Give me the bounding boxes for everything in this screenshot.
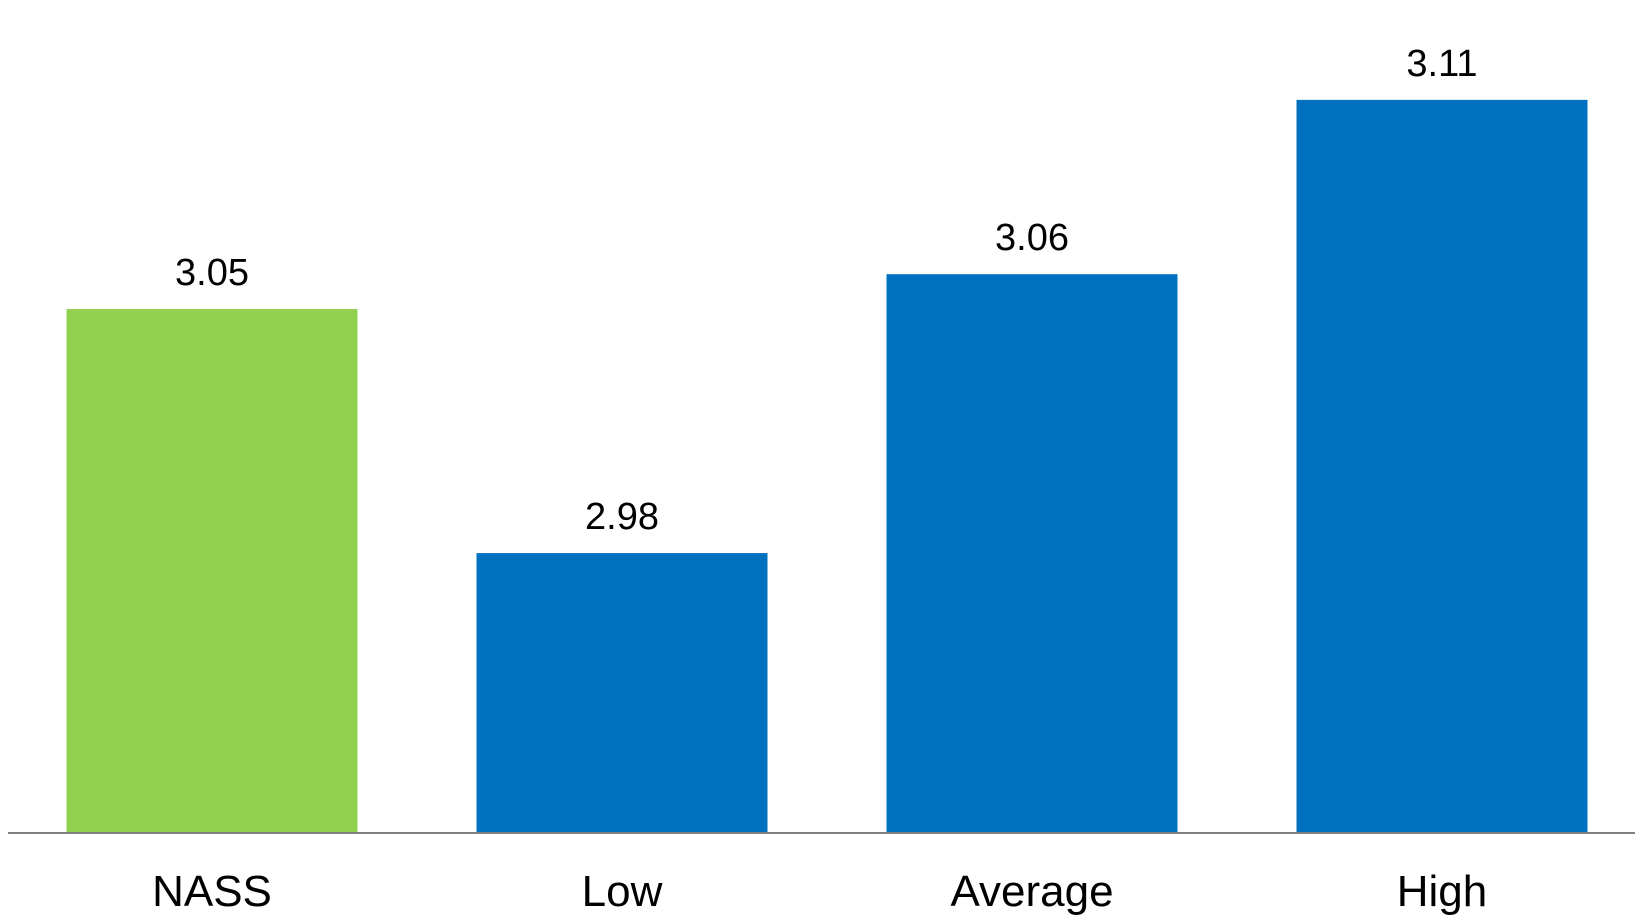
bar-average <box>886 274 1178 832</box>
category-label-low: Low <box>582 867 663 916</box>
value-label-average: 3.06 <box>995 217 1069 259</box>
bars-group <box>66 99 1588 833</box>
category-label-high: High <box>1397 867 1488 916</box>
category-label-nass: NASS <box>152 867 272 916</box>
value-label-low: 2.98 <box>585 496 659 538</box>
bar-high <box>1296 99 1588 832</box>
value-label-high: 3.11 <box>1406 43 1477 85</box>
category-labels-group: NASS Low Average High <box>152 867 1487 916</box>
value-label-nass: 3.05 <box>175 252 249 294</box>
bar-nass <box>66 309 358 833</box>
category-label-average: Average <box>950 867 1113 916</box>
value-labels-group: 3.05 2.98 3.06 3.11 <box>175 43 1478 538</box>
bar-low <box>476 553 768 832</box>
